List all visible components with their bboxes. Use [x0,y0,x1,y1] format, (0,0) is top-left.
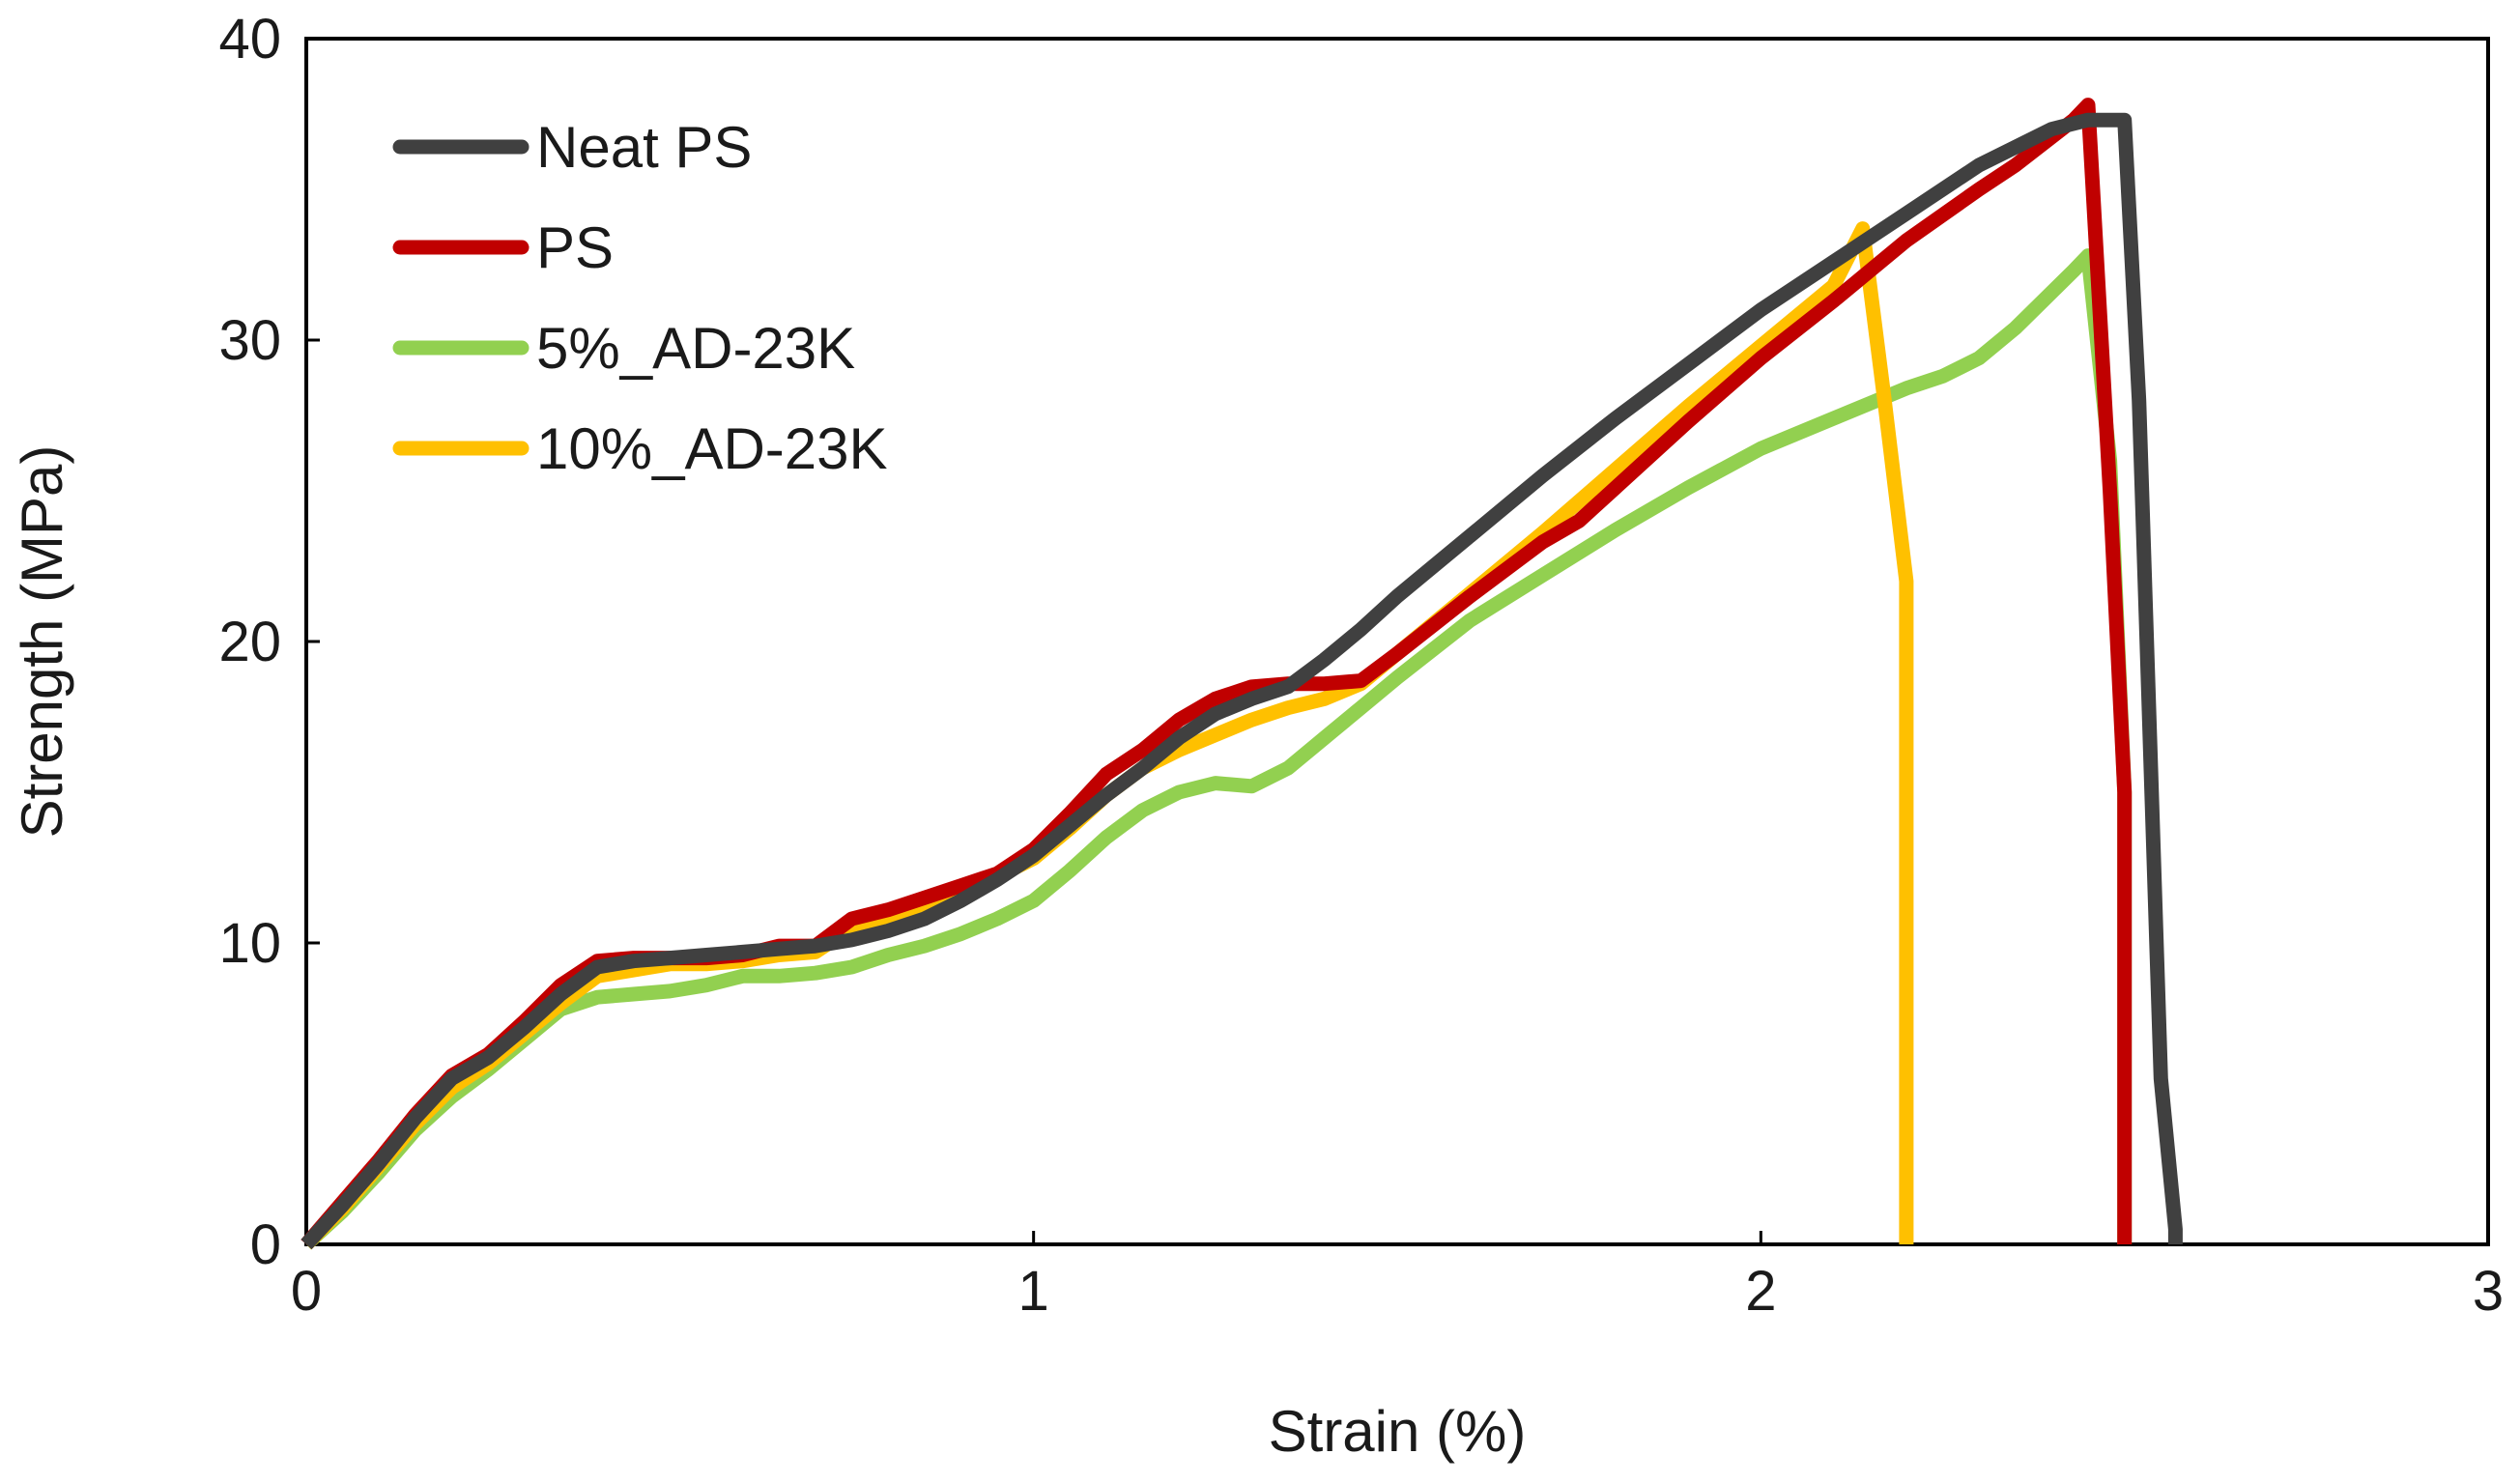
y-axis: 0 10 20 30 40 [218,8,320,1276]
y-tick-label-1: 10 [218,912,281,975]
x-tick-label-1: 1 [1018,1260,1049,1323]
series-line-5-ad-23k [301,248,2133,1250]
x-tick-label-3: 3 [2473,1260,2504,1323]
legend-label-10-ad-23k: 10%_AD-23K [536,416,888,481]
y-axis-title: Strength (MPa) [10,445,74,839]
series-layer [301,98,2183,1250]
y-tick-label-3: 30 [218,309,281,372]
legend-label-5-ad-23k: 5%_AD-23K [536,316,855,381]
x-tick-label-0: 0 [291,1260,322,1323]
x-axis-title: Strain (%) [1269,1399,1527,1464]
legend-label-neat-ps: Neat PS [536,115,752,180]
x-axis: 0 1 2 3 [291,1231,2504,1323]
series-line-neat-ps [301,112,2183,1250]
legend-label-ps: PS [536,215,614,280]
x-tick-label-2: 2 [1745,1260,1776,1323]
y-tick-label-4: 40 [218,8,281,71]
y-tick-label-2: 20 [218,611,281,673]
y-tick-label-0: 0 [250,1213,281,1276]
legend: Neat PS PS 5%_AD-23K 10%_AD-23K [392,115,888,481]
